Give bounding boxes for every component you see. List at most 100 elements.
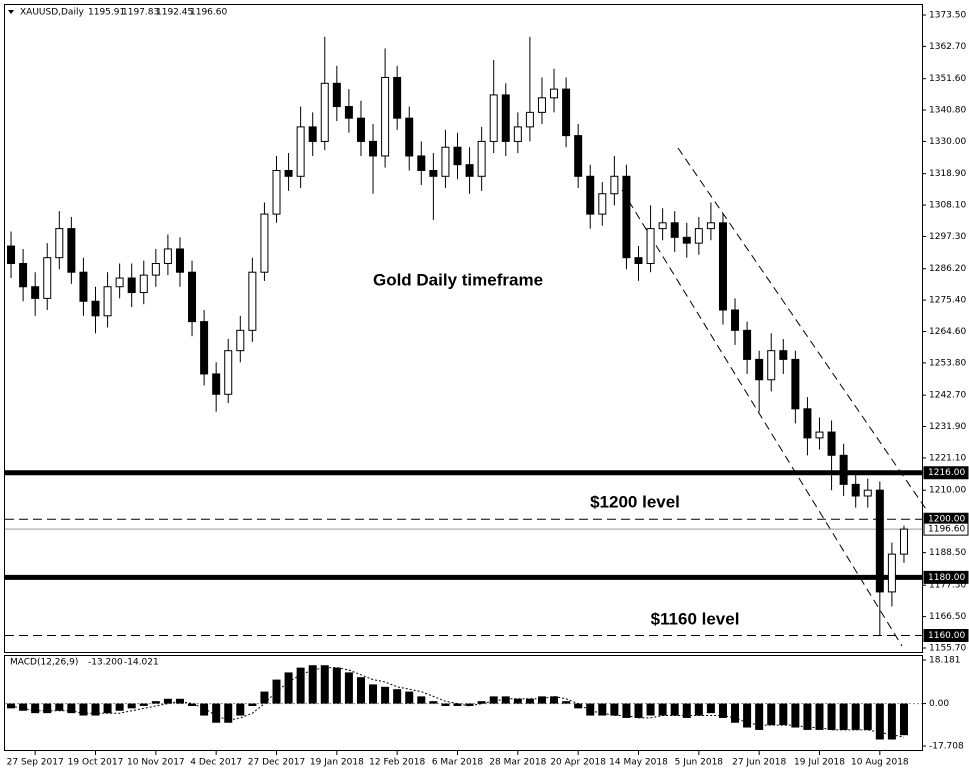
y-tick-label: 1231.90 bbox=[929, 422, 966, 432]
candle-body bbox=[622, 175, 631, 259]
candle-body bbox=[43, 257, 52, 299]
candle-body bbox=[899, 528, 908, 555]
x-tick-label: 19 Jan 2018 bbox=[310, 758, 364, 768]
macd-bar bbox=[755, 703, 764, 730]
macd-bar bbox=[31, 703, 40, 714]
macd-bar bbox=[537, 696, 546, 704]
macd-bar bbox=[839, 703, 848, 730]
candle-body bbox=[586, 175, 595, 215]
x-tick-label: 4 Dec 2017 bbox=[190, 758, 242, 768]
candle-body bbox=[646, 228, 655, 264]
macd-bar bbox=[127, 703, 136, 709]
y-tick-label: 1318.90 bbox=[929, 169, 966, 179]
annotation: $1160 level bbox=[651, 609, 740, 628]
macd-bar bbox=[767, 703, 776, 726]
candle-body bbox=[525, 111, 534, 128]
macd-label: MACD(12,26,9) bbox=[10, 658, 78, 668]
macd-bar bbox=[212, 703, 221, 723]
candle-body bbox=[465, 164, 474, 177]
macd-bar bbox=[646, 703, 655, 716]
y-tick-label: 1155.70 bbox=[929, 644, 966, 654]
level-label-box bbox=[923, 570, 969, 584]
macd-bar bbox=[188, 703, 197, 706]
macd-bar bbox=[465, 703, 474, 706]
macd-bar bbox=[477, 701, 486, 704]
candle-body bbox=[139, 274, 148, 294]
macd-bar bbox=[139, 703, 148, 706]
macd-bar bbox=[550, 696, 559, 704]
macd-bar bbox=[320, 665, 329, 704]
candle-body bbox=[610, 175, 619, 195]
x-tick-label: 19 Jul 2018 bbox=[794, 758, 845, 768]
candle-body bbox=[441, 146, 450, 177]
candle-body bbox=[308, 126, 317, 142]
macd-bar bbox=[43, 703, 52, 714]
level-label: 1160.00 bbox=[928, 631, 965, 641]
y-tick-label: 1308.10 bbox=[929, 201, 966, 211]
candle-body bbox=[827, 431, 836, 456]
candle-body bbox=[369, 140, 378, 157]
y-tick-label: 1188.50 bbox=[929, 548, 966, 558]
candle-body bbox=[260, 213, 269, 273]
candle-body bbox=[863, 489, 872, 497]
level-label-box bbox=[923, 466, 969, 480]
macd-bar bbox=[453, 703, 462, 706]
candle-body bbox=[91, 300, 100, 317]
macd-bar bbox=[344, 672, 353, 704]
ohlc-close: 1196.60 bbox=[190, 8, 227, 18]
level-label: 1180.00 bbox=[928, 573, 965, 583]
candle-body bbox=[755, 358, 764, 381]
candle-body bbox=[791, 358, 800, 410]
macd-bar bbox=[175, 698, 184, 704]
candle-body bbox=[55, 228, 64, 259]
macd-bar bbox=[562, 701, 571, 704]
macd-bar bbox=[658, 703, 667, 716]
macd-bar bbox=[19, 703, 28, 711]
candle-body bbox=[320, 82, 329, 142]
macd-bar bbox=[682, 703, 691, 718]
macd-bar bbox=[308, 665, 317, 704]
candle-body bbox=[574, 135, 583, 177]
macd-bar bbox=[574, 703, 583, 709]
candle-body bbox=[658, 222, 667, 230]
x-tick-label: 27 Jun 2018 bbox=[732, 758, 786, 768]
macd-bar bbox=[441, 703, 450, 706]
macd-bar bbox=[381, 686, 390, 704]
macd-bar bbox=[513, 698, 522, 704]
macd-bar bbox=[67, 703, 76, 714]
macd-bar bbox=[586, 703, 595, 716]
candle-body bbox=[417, 155, 426, 171]
level-label: 1216.00 bbox=[928, 468, 965, 478]
macd-bar bbox=[634, 703, 643, 718]
macd-bar bbox=[369, 684, 378, 704]
candle-body bbox=[767, 350, 776, 381]
macd-bar bbox=[875, 703, 884, 740]
candle-body bbox=[163, 248, 172, 264]
channel-lower bbox=[621, 189, 903, 647]
macd-bar bbox=[598, 703, 607, 716]
candle-body bbox=[7, 245, 16, 264]
candle-body bbox=[79, 271, 88, 302]
macd-bar bbox=[731, 703, 740, 723]
level-label: 1200.00 bbox=[928, 515, 965, 525]
macd-bar bbox=[332, 667, 341, 704]
candle-body bbox=[103, 286, 112, 317]
annotation: Gold Daily timeframe bbox=[373, 270, 543, 289]
candle-body bbox=[694, 228, 703, 244]
candle-body bbox=[429, 169, 438, 177]
x-tick-label: 5 Jun 2018 bbox=[675, 758, 724, 768]
candle-body bbox=[344, 106, 353, 119]
macd-bar bbox=[79, 703, 88, 716]
macd-bar bbox=[236, 703, 245, 716]
candle-body bbox=[501, 94, 510, 142]
candle-body bbox=[887, 553, 896, 593]
y-tick-label: 1373.50 bbox=[929, 11, 966, 21]
candle-body bbox=[550, 88, 559, 99]
y-tick-label: 1286.20 bbox=[929, 264, 966, 274]
macd-bar bbox=[163, 698, 172, 704]
macd-bar bbox=[405, 691, 414, 704]
macd-bar bbox=[200, 703, 209, 716]
y-tick-label: 1166.50 bbox=[929, 612, 966, 622]
